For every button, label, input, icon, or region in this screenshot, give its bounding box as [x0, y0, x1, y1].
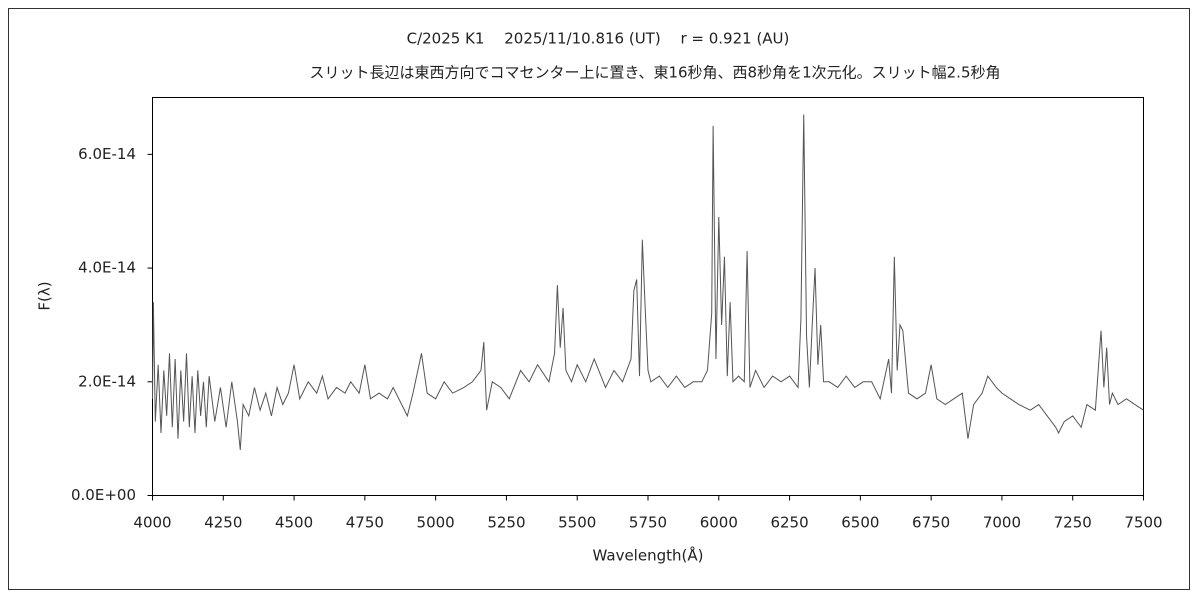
x-tick-label: 5250	[487, 514, 525, 532]
spectrum-line	[152, 114, 1144, 451]
y-tick-label: 2.0E-14	[78, 372, 136, 390]
x-tick-label: 5750	[629, 514, 667, 532]
y-tick-label: 0.0E+00	[71, 486, 136, 504]
x-tick-label: 4500	[275, 514, 313, 532]
x-tick-label: 6500	[841, 514, 879, 532]
x-axis-label: Wavelength(Å)	[593, 546, 704, 565]
x-tick-label: 7250	[1054, 514, 1092, 532]
x-tick-label: 7500	[1124, 514, 1162, 532]
x-tick-label: 6250	[770, 514, 808, 532]
x-tick-label: 5500	[558, 514, 596, 532]
chart-subtitle: スリット長辺は東西方向でコマセンター上に置き、東16秒角、西8秒角を1次元化。ス…	[310, 64, 1001, 82]
y-tick-label: 6.0E-14	[78, 145, 136, 163]
x-tick-label: 7000	[983, 514, 1021, 532]
plot-area	[152, 97, 1144, 496]
x-tick-label: 4250	[204, 514, 242, 532]
x-tick-label: 4000	[133, 514, 171, 532]
x-tick-label: 6000	[700, 514, 738, 532]
x-tick-label: 6750	[912, 514, 950, 532]
chart-title: C/2025 K1 2025/11/10.816 (UT) r = 0.921 …	[407, 30, 790, 48]
x-tick-label: 4750	[346, 514, 384, 532]
x-tick-label: 5000	[417, 514, 455, 532]
y-tick-label: 4.0E-14	[78, 259, 136, 277]
y-axis-label: F(λ)	[36, 281, 54, 310]
